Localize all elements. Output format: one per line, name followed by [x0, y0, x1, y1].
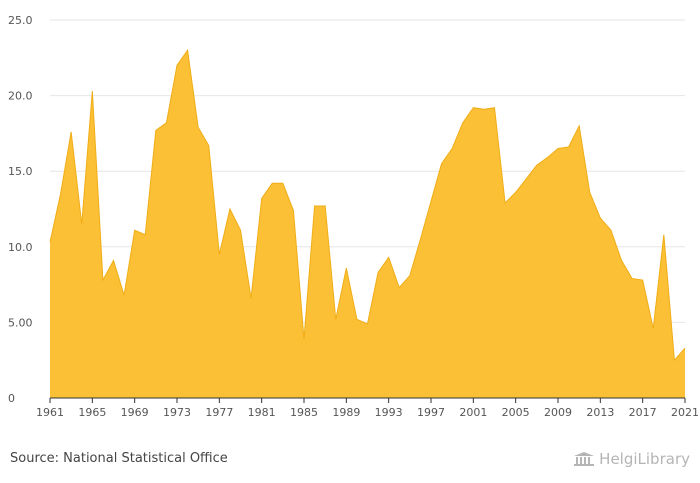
x-axis	[49, 397, 686, 403]
x-tick-label: 2001	[459, 406, 487, 419]
area-series	[50, 50, 685, 399]
brand-logo[interactable]: HelgiLibrary	[573, 450, 690, 468]
x-tick-label: 1997	[417, 406, 445, 419]
brand-name: HelgiLibrary	[599, 450, 690, 468]
x-tick-label: 1961	[36, 406, 64, 419]
x-tick-label: 1977	[205, 406, 233, 419]
y-tick-label: 5.00	[8, 316, 33, 329]
x-tick-label: 1985	[290, 406, 318, 419]
x-tick-label: 1981	[248, 406, 276, 419]
x-tick-label: 2005	[502, 406, 530, 419]
x-tick-label: 2017	[629, 406, 657, 419]
x-tick-label: 1969	[121, 406, 149, 419]
y-tick-label: 15.0	[8, 165, 33, 178]
x-tick-label: 1965	[78, 406, 106, 419]
x-tick-label: 2013	[586, 406, 614, 419]
x-tick-label: 2021	[671, 406, 699, 419]
plot-area	[49, 48, 686, 399]
y-axis-tick-labels: 0 5.00 10.0 15.0 20.0 25.0	[8, 14, 33, 405]
y-tick-label: 25.0	[8, 14, 33, 27]
x-tick-label: 1973	[163, 406, 191, 419]
y-tick-label: 0	[8, 392, 15, 405]
source-note: Source: National Statistical Office	[10, 451, 228, 466]
area-series-line	[49, 48, 686, 362]
x-tick-label: 2009	[544, 406, 572, 419]
x-tick-label: 1989	[332, 406, 360, 419]
x-axis-tick-labels: 1961 1965 1969 1973 1977 1981 1985 1989 1993 1997…	[36, 406, 699, 419]
library-building-icon	[574, 452, 595, 466]
x-tick-label: 1993	[375, 406, 403, 419]
y-tick-label: 10.0	[8, 241, 33, 254]
y-tick-label: 20.0	[8, 90, 33, 103]
